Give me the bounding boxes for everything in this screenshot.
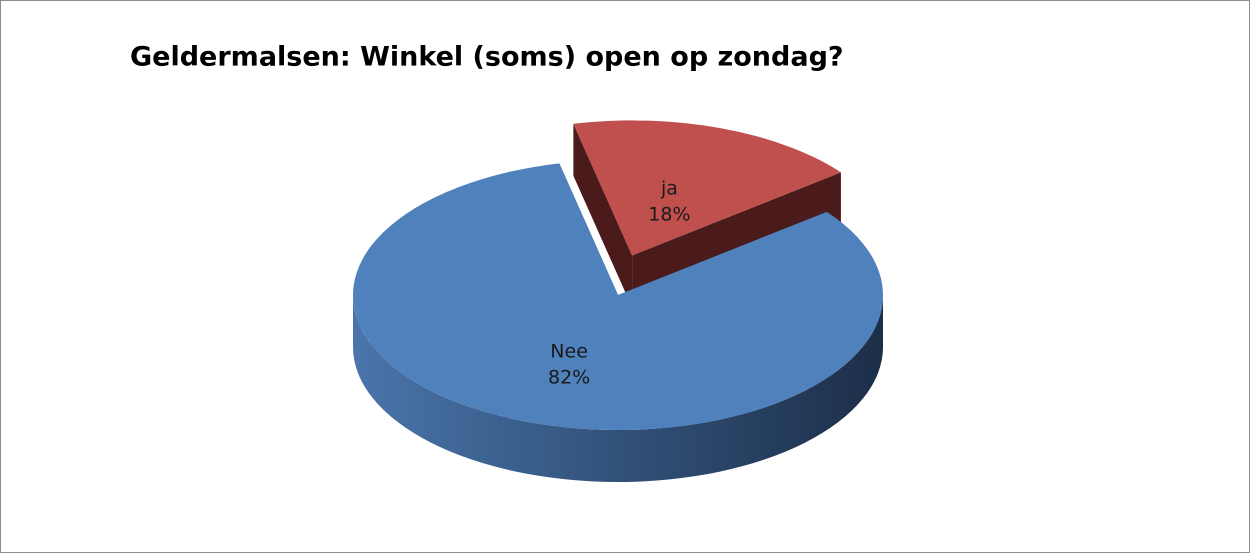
slice-side xyxy=(353,295,883,482)
pie xyxy=(353,120,884,482)
data-label-category: Nee xyxy=(550,340,588,362)
slice xyxy=(353,163,884,482)
chart-title: Geldermalsen: Winkel (soms) open op zond… xyxy=(130,42,844,73)
slice-top xyxy=(353,163,884,430)
data-label-category: ja xyxy=(660,178,678,200)
data-label-value: 18% xyxy=(648,204,690,226)
slice-top xyxy=(573,120,841,256)
data-label-value: 82% xyxy=(548,366,590,388)
slice-side xyxy=(573,123,633,308)
